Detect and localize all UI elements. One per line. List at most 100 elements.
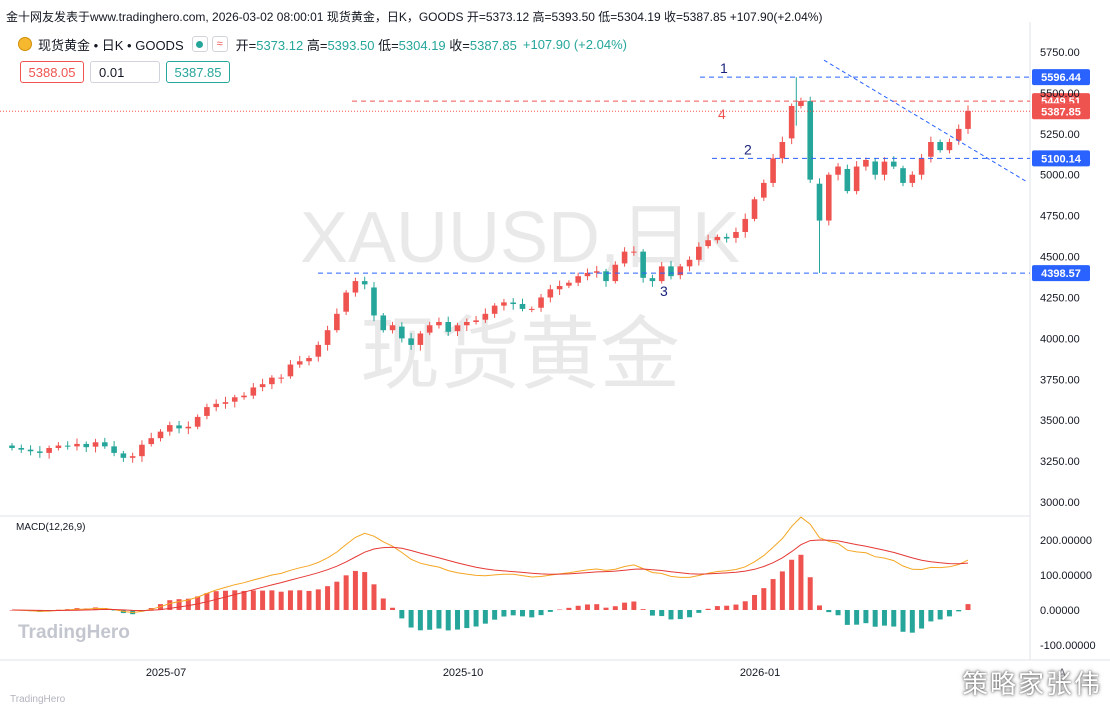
macd-histogram-bar (566, 607, 572, 610)
macd-histogram-bar (584, 604, 590, 610)
candle-body (528, 308, 535, 310)
macd-histogram-bar (622, 602, 628, 610)
candle-body (621, 251, 628, 264)
candle-body (584, 272, 591, 277)
candle-body (686, 259, 693, 267)
candle-body (501, 302, 507, 306)
macd-histogram-bar (538, 610, 544, 616)
macd-title: MACD(12,26,9) (16, 522, 85, 533)
indicator-wave-icon[interactable]: ≈ (211, 36, 228, 52)
price-tick-label: 5750.00 (1040, 47, 1080, 59)
candle-body (250, 387, 257, 396)
macd-histogram-bar (519, 610, 525, 617)
candle-body (779, 142, 786, 159)
macd-histogram-bar (557, 609, 563, 611)
candle-body (361, 281, 368, 285)
macd-histogram-bar (965, 604, 971, 610)
candle-body (259, 384, 266, 388)
macd-histogram-bar (649, 610, 655, 616)
macd-histogram-bar (269, 590, 275, 610)
price-tick-label: 4250.00 (1040, 292, 1080, 304)
macd-histogram-bar (482, 610, 488, 624)
candle-body (352, 281, 359, 293)
symbol-label[interactable]: 现货黄金 • 日K • GOODS (38, 37, 184, 53)
header-text: 金十网友发表于www.tradinghero.com, 2026-03-02 0… (6, 10, 823, 24)
candle-body (343, 292, 349, 312)
visibility-icon[interactable] (191, 36, 208, 52)
macd-histogram-bar (287, 590, 293, 610)
macd-histogram-bar (919, 610, 925, 629)
macd-histogram-bar (826, 610, 832, 613)
macd-histogram-bar (881, 610, 887, 626)
macd-histogram-bar (761, 588, 767, 610)
macd-histogram-bar (946, 610, 952, 617)
close-label: 收= (449, 37, 470, 53)
macd-histogram-bar (399, 610, 405, 619)
macd-tick-label: 200.00000 (1040, 535, 1092, 547)
candle-body (835, 166, 841, 175)
macd-histogram-bar (390, 607, 396, 610)
candle-body (658, 266, 665, 282)
macd-histogram-bar (380, 598, 386, 610)
macd-histogram-bar (677, 610, 683, 620)
macd-histogram-bar (891, 610, 897, 627)
candle-body (937, 142, 943, 151)
candle-body (863, 160, 869, 167)
candle-body (900, 168, 906, 183)
candle-body (770, 158, 776, 183)
macd-histogram-bar (779, 571, 785, 610)
macd-histogram-bar (362, 572, 368, 610)
sell-button[interactable]: 5388.05 (20, 61, 84, 83)
candle-body (918, 158, 925, 175)
macd-histogram-bar (612, 606, 618, 610)
macd-histogram-bar (417, 610, 423, 631)
level-label-4: 4 (718, 106, 726, 122)
candle-body (166, 425, 173, 432)
open-label: 开= (235, 37, 257, 53)
macd-tick-label: -100.00000 (1040, 640, 1096, 652)
high-label: 高= (306, 37, 328, 53)
macd-histogram-bar (687, 610, 693, 618)
candle-body (129, 456, 136, 458)
auto-scale-icon[interactable]: A (1058, 666, 1067, 680)
candle-body (566, 282, 572, 286)
candle-body (120, 453, 127, 458)
macd-histogram-bar (863, 610, 869, 624)
candle-body (185, 426, 192, 429)
trend-line (823, 59, 1027, 182)
candle-body (111, 446, 117, 453)
macd-histogram-bar (724, 605, 730, 610)
low-value: 5304.19 (398, 37, 446, 53)
quantity-input[interactable]: 0.01 (90, 61, 160, 83)
level-label-3: 3 (660, 283, 668, 299)
candle-body (928, 142, 934, 157)
candle-body (733, 232, 739, 238)
macd-histogram-bar (529, 610, 535, 618)
candle-body (278, 377, 284, 379)
price-tick-label: 4000.00 (1040, 333, 1080, 345)
macd-histogram-bar (343, 575, 349, 610)
candle-body (389, 325, 396, 331)
gold-coin-icon (18, 37, 32, 51)
candle-body (696, 246, 702, 260)
macd-histogram-bar (250, 590, 256, 610)
candle-body (445, 322, 452, 332)
macd-histogram-bar (334, 581, 340, 610)
candle-body (788, 106, 795, 139)
macd-histogram-bar (501, 610, 507, 617)
candle-body (965, 110, 971, 129)
macd-histogram-bar (278, 591, 284, 610)
candle-body (157, 431, 164, 439)
price-tick-label: 3500.00 (1040, 415, 1080, 427)
macd-histogram-bar (789, 559, 795, 610)
macd-histogram-bar (956, 610, 962, 612)
buy-button[interactable]: 5387.85 (166, 61, 230, 83)
macd-histogram-bar (594, 604, 600, 610)
macd-histogram-bar (195, 596, 201, 610)
watermark-symbol: XAUUSD,日K (300, 198, 740, 278)
macd-histogram-bar (928, 610, 934, 622)
candle-body (269, 377, 275, 385)
candle-body (538, 297, 544, 308)
last-price-tag-bg (1032, 103, 1090, 120)
